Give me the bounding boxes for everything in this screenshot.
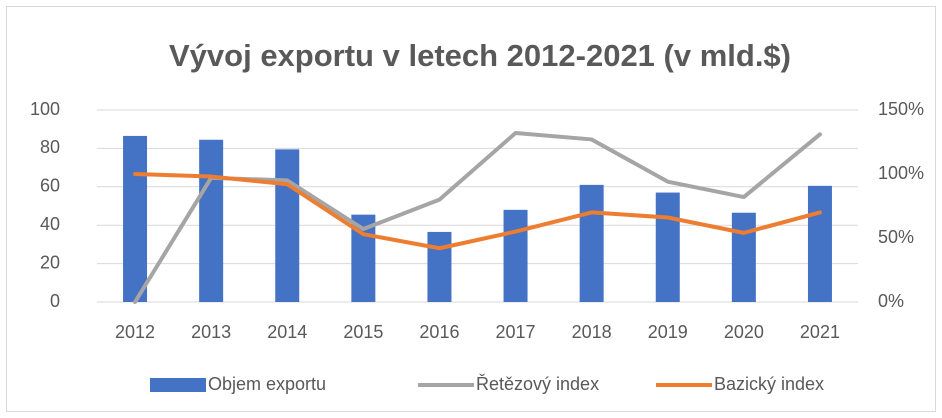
bar xyxy=(123,135,148,302)
y2-tick-label: 50% xyxy=(878,227,914,247)
legend-label: Bazický index xyxy=(714,374,824,394)
chart-title: Vývoj exportu v letech 2012-2021 (v mld.… xyxy=(169,38,791,73)
y-tick-label: 40 xyxy=(40,214,60,234)
legend-label: Řetězový index xyxy=(476,374,599,394)
bar xyxy=(275,149,300,302)
legend-label: Objem exportu xyxy=(208,374,326,394)
y-tick-label: 60 xyxy=(40,176,60,196)
chart-border xyxy=(6,6,936,412)
y-tick-label: 100 xyxy=(30,99,60,119)
bar xyxy=(655,192,680,302)
x-tick-label: 2013 xyxy=(191,322,231,342)
y-tick-label: 80 xyxy=(40,137,60,157)
legend-swatch xyxy=(150,378,206,392)
y2-tick-label: 150% xyxy=(878,99,924,119)
x-tick-label: 2012 xyxy=(115,322,155,342)
bar xyxy=(427,231,452,302)
x-tick-label: 2015 xyxy=(343,322,383,342)
y-tick-label: 20 xyxy=(40,252,60,272)
bar xyxy=(503,209,528,302)
bar xyxy=(731,212,756,302)
line xyxy=(133,172,822,251)
y2-tick-label: 0% xyxy=(878,291,904,311)
x-tick-label: 2018 xyxy=(572,322,612,342)
x-tick-label: 2019 xyxy=(648,322,688,342)
x-tick-label: 2016 xyxy=(419,322,459,342)
bar xyxy=(579,184,604,302)
bar xyxy=(807,185,832,302)
y-tick-label: 0 xyxy=(50,291,60,311)
x-tick-label: 2021 xyxy=(800,322,840,342)
y2-tick-label: 100% xyxy=(878,163,924,183)
x-tick-label: 2020 xyxy=(724,322,764,342)
x-tick-label: 2017 xyxy=(496,322,536,342)
bar xyxy=(199,139,224,302)
x-tick-label: 2014 xyxy=(267,322,307,342)
